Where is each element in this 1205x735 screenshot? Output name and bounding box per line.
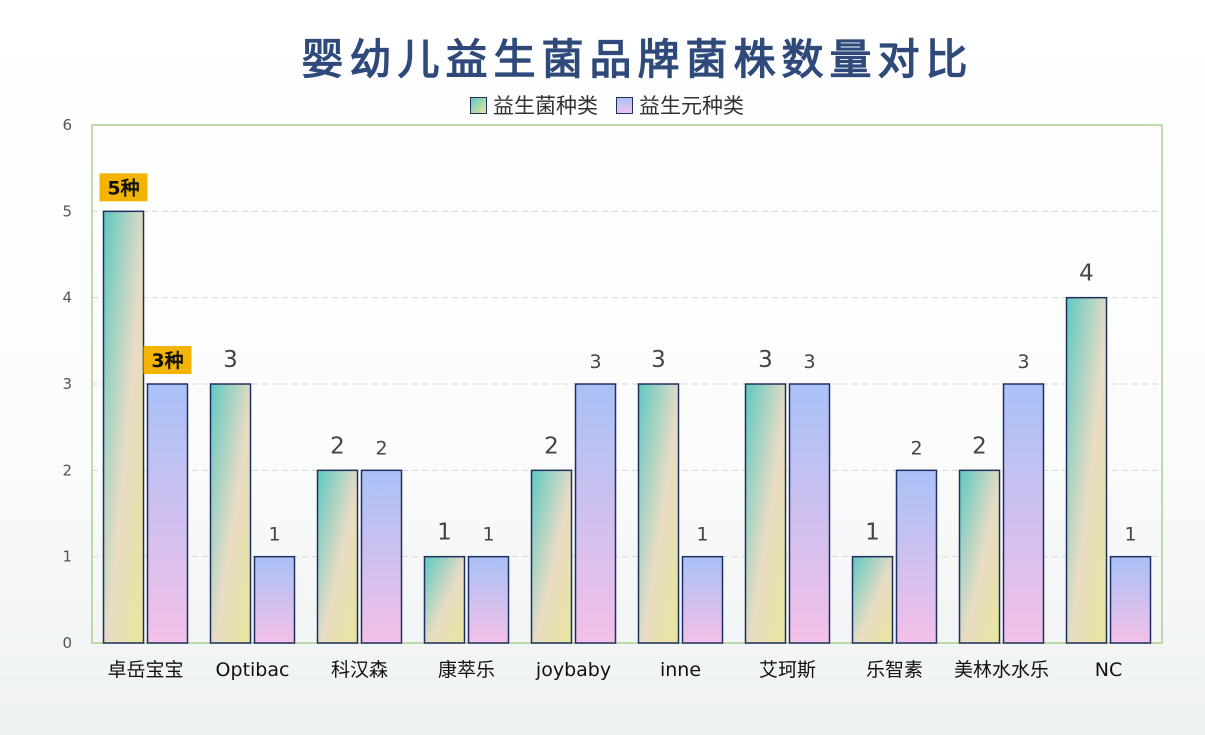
data-label: 1	[482, 524, 494, 546]
bar-series-a	[958, 469, 1001, 644]
data-label: 3	[589, 351, 601, 373]
x-tick-label: 美林水水乐	[954, 659, 1049, 681]
bar-series-b	[253, 555, 296, 644]
data-label: 4	[1079, 261, 1094, 287]
bar-series-b	[788, 383, 831, 644]
data-label: 3	[651, 347, 666, 373]
data-label: 2	[910, 437, 922, 459]
data-label: 2	[544, 433, 559, 459]
plot-border	[91, 124, 1163, 644]
bar-series-b	[1109, 555, 1152, 644]
bar-series-b	[681, 555, 724, 644]
y-tick-label: 3	[62, 375, 72, 393]
data-label: 2	[330, 433, 345, 459]
legend-label-series-b: 益生元种类	[639, 94, 744, 118]
bar-series-b	[895, 469, 938, 644]
bar-series-a	[851, 555, 894, 644]
y-tick-label: 4	[62, 289, 72, 307]
bar-series-b	[360, 469, 403, 644]
bar-series-b	[574, 383, 617, 644]
x-tick-label: joybaby	[535, 659, 611, 681]
data-label: 2	[375, 437, 387, 459]
bar-series-a	[530, 469, 573, 644]
x-tick-label: inne	[660, 659, 701, 681]
data-label-highlight-box	[99, 173, 148, 202]
bar-series-a	[637, 383, 680, 644]
data-label: 3	[1017, 351, 1029, 373]
y-tick-label: 1	[62, 548, 72, 566]
legend: 益生菌种类 益生元种类	[470, 90, 744, 120]
legend-item-series-b: 益生元种类	[616, 90, 744, 120]
x-tick-label: 艾珂斯	[759, 659, 816, 681]
bar-series-a	[1065, 296, 1108, 644]
x-tick-label: 康萃乐	[438, 659, 495, 681]
data-label: 1	[268, 524, 280, 546]
x-tick-label: 卓岳宝宝	[107, 659, 183, 681]
data-label: 3种	[151, 350, 183, 372]
legend-swatch-series-b	[616, 96, 633, 114]
data-label: 3	[758, 347, 773, 373]
x-tick-label: NC	[1095, 659, 1122, 681]
data-label: 3	[223, 347, 238, 373]
legend-swatch-series-a	[470, 96, 487, 114]
data-label: 2	[972, 433, 987, 459]
data-label: 1	[1124, 524, 1136, 546]
bar-series-b	[146, 383, 189, 644]
bar-series-a	[316, 469, 359, 644]
bar-series-a	[209, 383, 252, 644]
y-tick-label: 6	[62, 116, 72, 134]
y-tick-label: 0	[62, 634, 72, 652]
chart-title: 婴幼儿益生菌品牌菌株数量对比	[301, 35, 974, 84]
y-tick-label: 5	[62, 202, 72, 220]
data-label: 1	[437, 520, 452, 546]
bar-series-b	[1002, 383, 1045, 644]
legend-item-series-a: 益生菌种类	[470, 90, 598, 120]
x-tick-label: 乐智素	[866, 659, 923, 681]
data-label-highlight-box	[143, 346, 192, 374]
legend-label-series-a: 益生菌种类	[493, 94, 598, 118]
data-label: 5种	[107, 177, 139, 199]
bar-series-a	[744, 383, 787, 644]
bar-series-a	[423, 555, 466, 644]
data-label: 1	[696, 524, 708, 546]
x-tick-label: Optibac	[216, 659, 290, 681]
bar-series-b	[467, 555, 510, 644]
data-label: 3	[803, 351, 815, 373]
bar-series-a	[102, 210, 145, 644]
data-label: 1	[865, 520, 880, 546]
y-tick-label: 2	[62, 461, 72, 479]
x-tick-label: 科汉森	[331, 659, 388, 681]
